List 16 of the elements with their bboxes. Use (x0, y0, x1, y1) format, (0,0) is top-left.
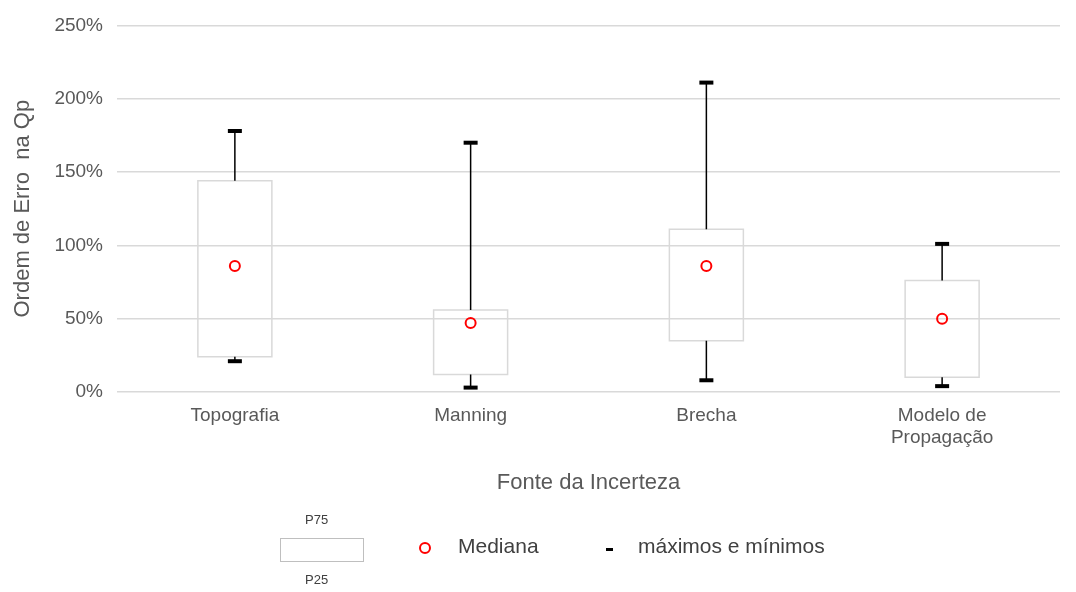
y-tick-label: 200% (54, 86, 104, 108)
x-tick-label: Topografia (190, 403, 280, 425)
y-tick-label: 50% (64, 306, 104, 328)
y-tick-label: 0% (75, 380, 104, 402)
y-tick-label: 150% (54, 160, 104, 182)
x-tick-label: Manning (434, 403, 508, 425)
text: máximos e mínimos (638, 534, 825, 558)
text: P25 (305, 572, 329, 587)
text: P75 (305, 512, 329, 527)
y-tick-label: 250% (54, 13, 104, 35)
x-tick-label: Modelo de Propagação (890, 403, 994, 448)
x-axis-title: Fonte da Incerteza (496, 468, 681, 494)
y-axis-title: Ordem de Erro na Qp (9, 99, 35, 318)
text: Mediana (458, 534, 539, 558)
y-tick-label: 100% (54, 233, 104, 255)
x-tick-label: Brecha (676, 403, 737, 425)
